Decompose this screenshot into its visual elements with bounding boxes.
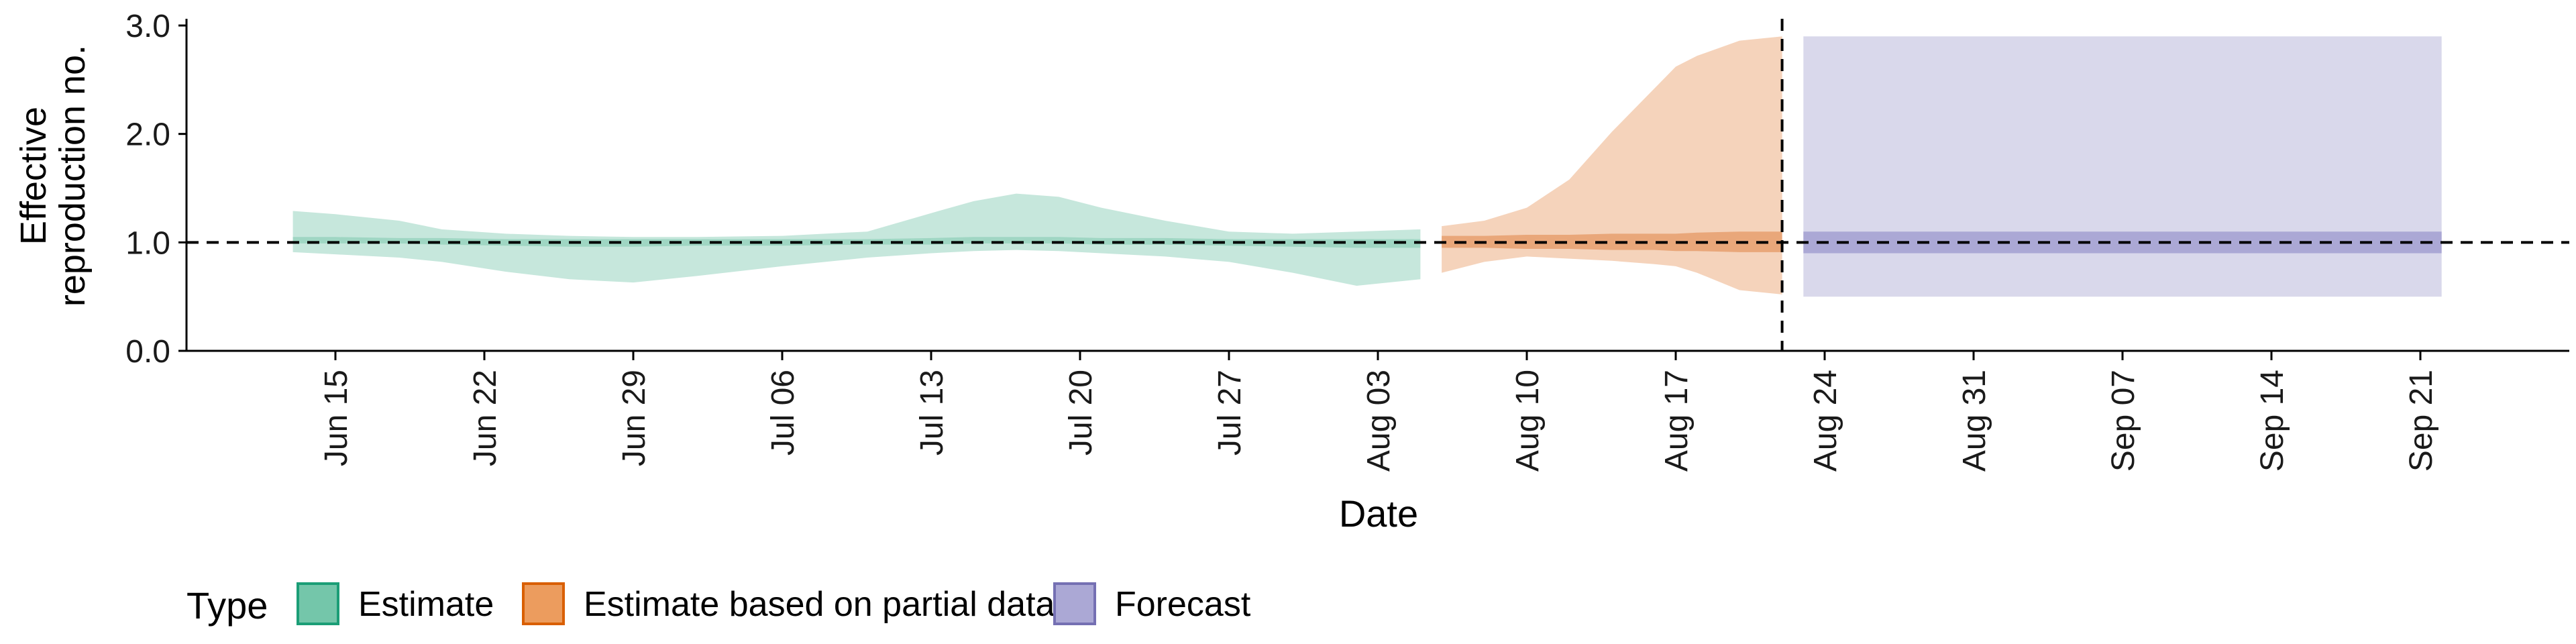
legend-swatch-forecast xyxy=(1053,582,1096,625)
x-tick-label: Sep 14 xyxy=(2255,370,2290,472)
estimate-based-on-partial-data-band-90 xyxy=(1442,36,1782,294)
x-tick-label: Jun 22 xyxy=(468,370,503,466)
legend-label-estimate: Estimate xyxy=(358,585,494,624)
x-ticks: Jun 15 Jun 22 Jun 29 Jul 06 Jul 13 Jul 20 Jul … xyxy=(319,351,2439,472)
x-tick-label: Jul 27 xyxy=(1212,370,1248,455)
y-tick-label: 0.0 xyxy=(125,334,170,370)
x-tick-label: Jul 06 xyxy=(765,370,801,455)
legend-label-forecast: Forecast xyxy=(1115,585,1251,624)
y-ticks: 0.0 1.0 2.0 3.0 xyxy=(125,9,186,370)
legend: Type Estimate Estimate based on partial d… xyxy=(186,582,1251,627)
forecast-band-90 xyxy=(1803,36,2442,297)
legend-title: Type xyxy=(186,584,268,627)
y-axis-title-line2: reproduction no. xyxy=(52,45,93,307)
legend-label-estimate-based-on-partial-data: Estimate based on partial data xyxy=(584,585,1055,624)
x-tick-label: Aug 03 xyxy=(1361,370,1397,472)
y-tick-label: 3.0 xyxy=(125,9,170,44)
x-tick-label: Jul 20 xyxy=(1063,370,1099,455)
x-tick-label: Sep 07 xyxy=(2106,370,2141,472)
x-tick-label: Aug 17 xyxy=(1659,370,1695,472)
legend-swatch-estimate xyxy=(297,582,339,625)
x-tick-label: Aug 24 xyxy=(1808,370,1843,472)
x-axis-title: Date xyxy=(1339,492,1418,535)
x-tick-label: Jun 15 xyxy=(319,370,354,466)
y-tick-label: 1.0 xyxy=(125,225,170,261)
x-tick-label: Jun 29 xyxy=(616,370,652,466)
x-tick-label: Jul 13 xyxy=(914,370,950,455)
x-tick-label: Aug 31 xyxy=(1957,370,1992,472)
y-axis-title-line1: Effective xyxy=(13,107,54,245)
estimate-based-on-partial-data-band-50 xyxy=(1442,231,1782,252)
band-layer xyxy=(292,36,2442,297)
legend-swatch-estimate-based-on-partial-data xyxy=(522,582,565,625)
y-tick-label: 2.0 xyxy=(125,117,170,153)
x-tick-label: Aug 10 xyxy=(1510,370,1546,472)
x-tick-label: Sep 21 xyxy=(2404,370,2439,472)
